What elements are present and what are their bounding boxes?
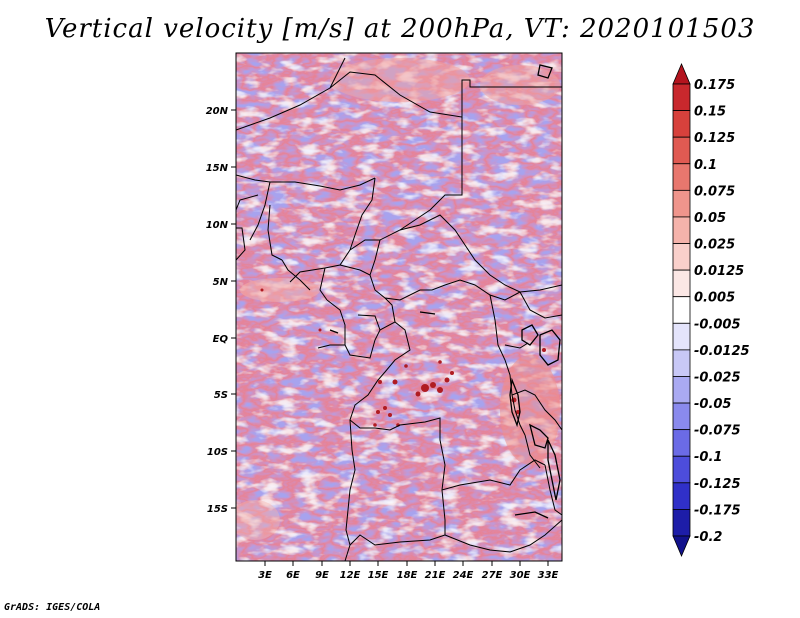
colorbar-top-arrow — [672, 62, 691, 85]
colorbar-segment — [672, 269, 691, 298]
lon-labels: 3E 6E 9E 12E 15E 18E 21E 24E 27E 30E 33E — [258, 570, 558, 581]
colorbar-segment — [672, 509, 691, 537]
lon-label: 27E — [482, 570, 503, 581]
lat-label: 15N — [206, 163, 229, 174]
colorbar-label: 0.125 — [694, 131, 735, 146]
colorbar-label: -0.175 — [694, 503, 741, 518]
lat-ticks — [231, 109, 236, 509]
lon-label: 30E — [510, 570, 531, 581]
colorbar-label: 0.005 — [694, 291, 735, 306]
lon-label: 24E — [453, 570, 474, 581]
colorbar-segment — [672, 349, 691, 377]
colorbar-label: -0.025 — [694, 370, 741, 385]
colorbar-label: -0.005 — [694, 317, 741, 332]
colorbar-segment — [672, 136, 691, 165]
colorbar-label: 0.05 — [694, 211, 726, 226]
country-borders — [236, 57, 562, 561]
lon-label: 33E — [538, 570, 559, 581]
lon-label: 21E — [425, 570, 446, 581]
lon-ticks — [264, 561, 549, 566]
colorbar-segment — [672, 429, 691, 457]
colorbar-segment — [672, 83, 691, 111]
lon-label: 9E — [315, 570, 329, 581]
colorbar-bottom-arrow — [672, 535, 691, 558]
colorbar: 0.175 0.15 0.125 0.1 0.075 0.05 0.025 0.0125 0.0… — [672, 62, 750, 558]
grads-credit: GrADS: IGES/COLA — [4, 602, 101, 613]
colorbar-segment — [672, 189, 691, 218]
lon-label: 12E — [340, 570, 361, 581]
lakes — [329, 64, 561, 519]
colorbar-segment — [672, 482, 691, 510]
colorbar-segment — [672, 376, 691, 404]
colorbar-label: -0.0125 — [694, 344, 750, 359]
lat-label: 10S — [207, 447, 228, 458]
colorbar-segment — [672, 243, 691, 271]
lat-label: EQ — [213, 334, 229, 345]
colorbar-segment — [672, 322, 691, 351]
colorbar-segment — [672, 216, 691, 244]
lat-label: 15S — [207, 504, 228, 515]
colorbar-label: 0.15 — [694, 105, 726, 120]
lat-label: 5S — [214, 390, 228, 401]
lon-label: 6E — [286, 570, 300, 581]
lat-label: 10N — [206, 220, 229, 231]
lat-labels: 20N 15N 10N 5N EQ 5S 10S 15S — [206, 106, 229, 515]
map-frame — [235, 52, 563, 562]
map-title: Vertical velocity [m/s] at 200hPa, VT: 2… — [44, 14, 756, 44]
colorbar-label: -0.1 — [694, 450, 722, 465]
colorbar-segment — [672, 455, 691, 484]
lat-label: 5N — [213, 277, 229, 288]
lat-label: 20N — [206, 106, 229, 117]
colorbar-label: -0.125 — [694, 477, 741, 492]
colorbar-label: 0.025 — [694, 238, 735, 253]
colorbar-segment — [672, 402, 691, 431]
strong-upward-cells — [260, 288, 546, 427]
colorbar-label: -0.05 — [694, 397, 731, 412]
colorbar-label: 0.0125 — [694, 264, 744, 279]
lon-label: 18E — [397, 570, 418, 581]
colorbar-segment — [672, 110, 691, 138]
colorbar-label: 0.075 — [694, 184, 735, 199]
colorbar-segment — [672, 163, 691, 191]
vertical-velocity-field — [236, 53, 562, 561]
colorbar-label: 0.1 — [694, 158, 717, 173]
colorbar-label: -0.2 — [694, 530, 722, 545]
colorbar-segment — [672, 296, 691, 324]
lon-label: 15E — [368, 570, 389, 581]
colorbar-label: -0.075 — [694, 424, 741, 439]
lon-label: 3E — [258, 570, 272, 581]
colorbar-label: 0.175 — [694, 78, 735, 93]
